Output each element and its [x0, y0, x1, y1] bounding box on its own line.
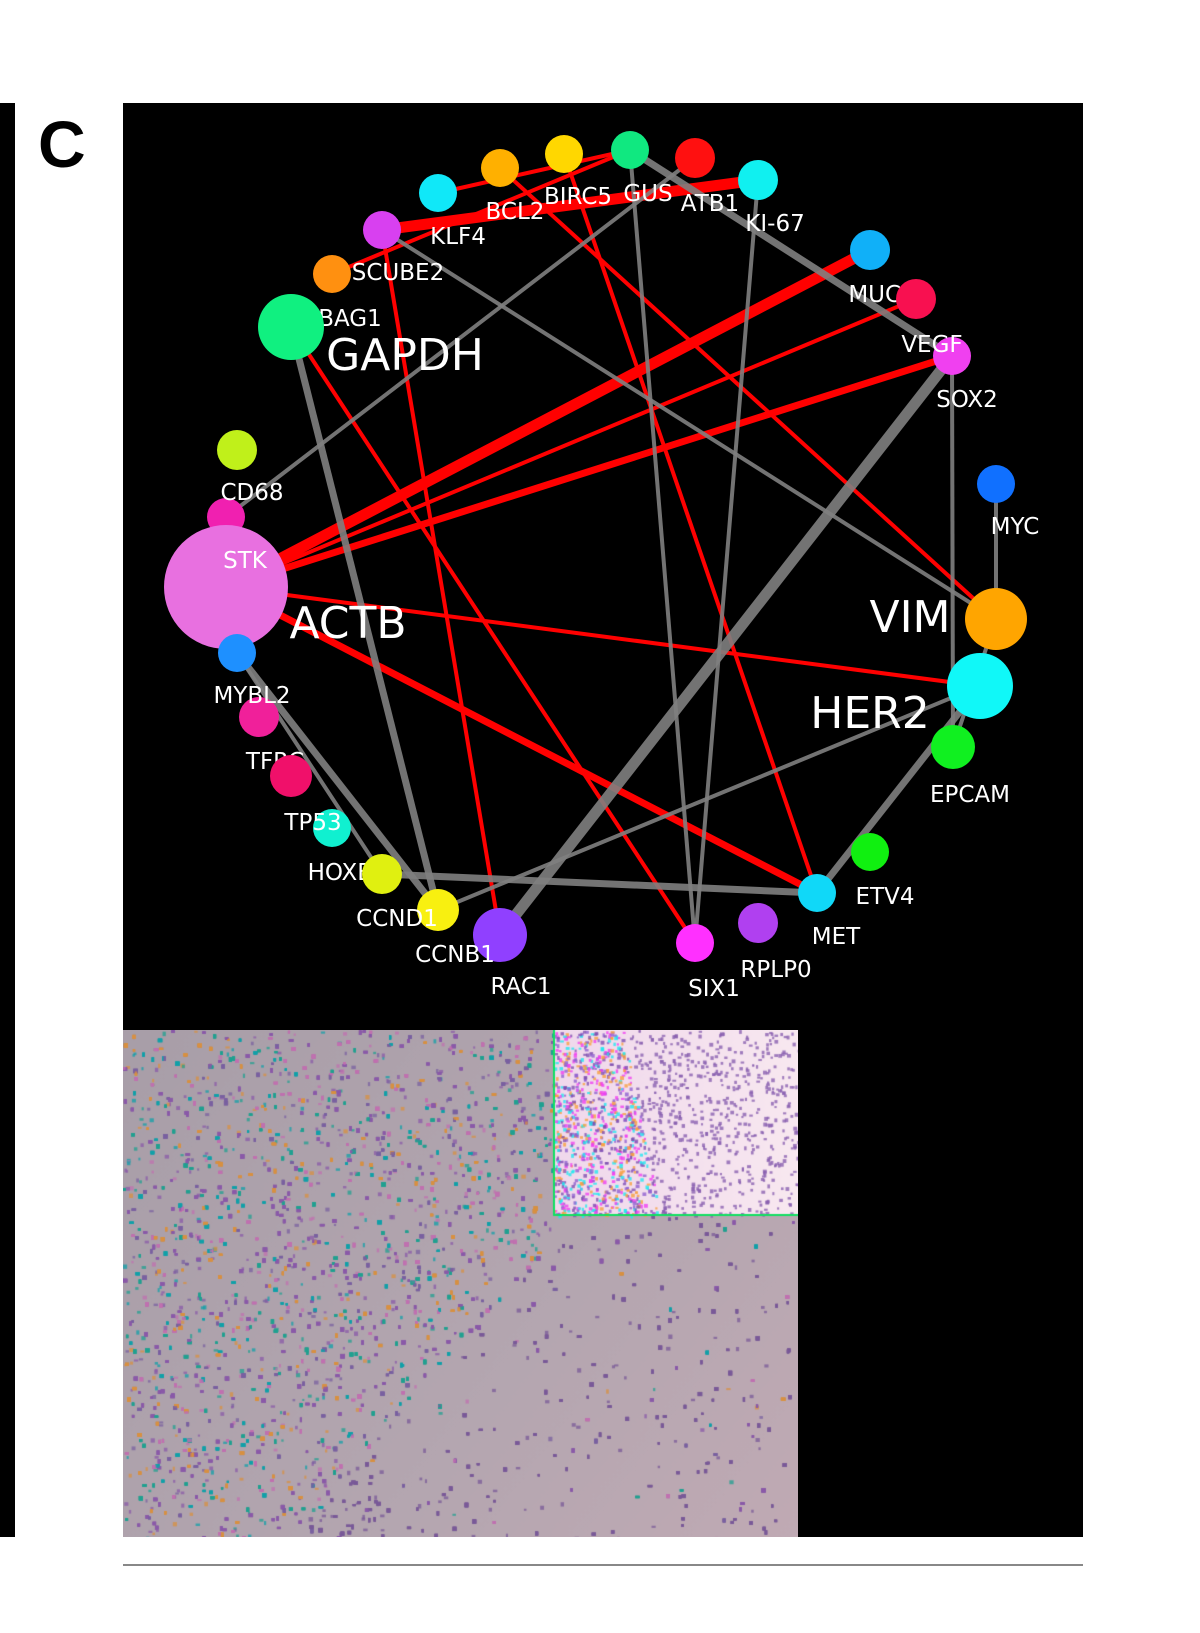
- node-scube2: [363, 211, 401, 249]
- node-label-myc: MYC: [991, 514, 1040, 540]
- edge-ki67-six1: [693, 179, 760, 944]
- node-label-ki67: KI-67: [745, 211, 804, 237]
- node-label-gus: GUS: [623, 181, 672, 207]
- node-label-scube2: SCUBE2: [352, 260, 444, 286]
- node-gapdh: [258, 294, 324, 360]
- node-label-mybl2: MYBL2: [213, 683, 290, 709]
- image-background: [798, 1030, 1083, 1537]
- edge-her2-met: [814, 683, 983, 896]
- node-vim: [965, 588, 1027, 650]
- node-label-ccnd1: CCND1: [356, 906, 438, 932]
- network-edges: [223, 147, 998, 945]
- node-label-rplp0: RPLP0: [740, 957, 811, 983]
- edge-gapdh-six1: [289, 325, 697, 945]
- node-her2: [947, 653, 1013, 719]
- edge-mybl2-ccnb1: [234, 650, 441, 913]
- node-label-bag1: BAG1: [318, 306, 382, 332]
- node-sox2: [933, 337, 971, 375]
- edge-her2-ccnb1: [437, 684, 981, 912]
- edge-sox2-rac1: [495, 352, 957, 939]
- node-klf4: [419, 174, 457, 212]
- node-label-her2: HER2: [810, 688, 929, 739]
- node-label-vim: VIM: [869, 592, 950, 643]
- node-met: [798, 874, 836, 912]
- node-label-epcam: EPCAM: [930, 782, 1010, 808]
- node-label-birc5: BIRC5: [544, 184, 612, 210]
- network-nodes: [164, 131, 1027, 962]
- tissue-expression-image: [123, 1030, 798, 1537]
- edge-gapdh-ccnb1: [287, 326, 442, 911]
- edge-actb-met: [224, 583, 819, 897]
- node-rac1: [473, 908, 527, 962]
- node-tfrc: [239, 697, 279, 737]
- node-gus: [611, 131, 649, 169]
- node-ki67: [738, 160, 778, 200]
- node-label-rac1: RAC1: [490, 974, 551, 1000]
- node-label-stk: STK: [223, 548, 268, 574]
- edge-klf4-gus: [437, 148, 631, 195]
- edge-gus-six1: [628, 149, 697, 944]
- node-tp53: [270, 755, 312, 797]
- node-epcam: [931, 725, 975, 769]
- node-ccnd1: [362, 854, 402, 894]
- node-actb: [164, 525, 288, 649]
- edge-actb-her2: [225, 585, 981, 688]
- node-label-klf4: KLF4: [430, 224, 486, 250]
- node-myc: [977, 465, 1015, 503]
- node-bcl2: [481, 149, 519, 187]
- node-label-cd68: CD68: [220, 480, 283, 506]
- network-labels: CD68 STK ACTB MYBL2 TP53 CCND1 CCNB1 RAC1 SIX1RP…: [213, 181, 1039, 1002]
- node-label-satb1: ATB1: [681, 191, 739, 217]
- node-label-gapdh: GAPDH: [326, 330, 484, 381]
- edge-mybl2-ccnd1: [235, 651, 384, 876]
- node-cd68: [217, 430, 257, 470]
- node-label-ccnb1: CCNB1: [415, 942, 495, 968]
- node-mybl2: [218, 634, 256, 672]
- node-satb1: [675, 138, 715, 178]
- panel-label: C: [38, 107, 86, 181]
- node-label-sox2: SOX2: [936, 387, 998, 413]
- node-label-actb: ACTB: [289, 598, 406, 649]
- edge-scube2-rac1: [380, 229, 502, 936]
- node-label-six1: SIX1: [688, 976, 740, 1002]
- edge-gus-sox2: [628, 147, 954, 359]
- node-label-vegf: VEGF: [901, 332, 962, 358]
- node-label-met: MET: [812, 924, 861, 950]
- node-vegf: [896, 279, 936, 319]
- node-ccnb1: [417, 889, 459, 931]
- node-bag1: [313, 255, 351, 293]
- node-hoxb13: [313, 809, 351, 847]
- divider: [123, 1564, 1083, 1566]
- edge-bag1-gus: [331, 148, 631, 276]
- edge-scube2-vim: [380, 228, 998, 621]
- node-muc1: [850, 230, 890, 270]
- node-label-bcl2: BCL2: [486, 199, 545, 225]
- node-etv4: [851, 833, 889, 871]
- node-label-tp53: TP53: [283, 810, 341, 836]
- adjacent-panel-edge: [0, 103, 15, 1537]
- edge-ccnd1-met: [381, 870, 818, 897]
- node-rplp0: [738, 903, 778, 943]
- node-label-etv4: ETV4: [856, 884, 915, 910]
- node-birc5: [545, 135, 583, 173]
- edge-actb-muc1: [223, 245, 873, 592]
- edge-satb1-stk: [224, 156, 697, 519]
- node-six1: [676, 924, 714, 962]
